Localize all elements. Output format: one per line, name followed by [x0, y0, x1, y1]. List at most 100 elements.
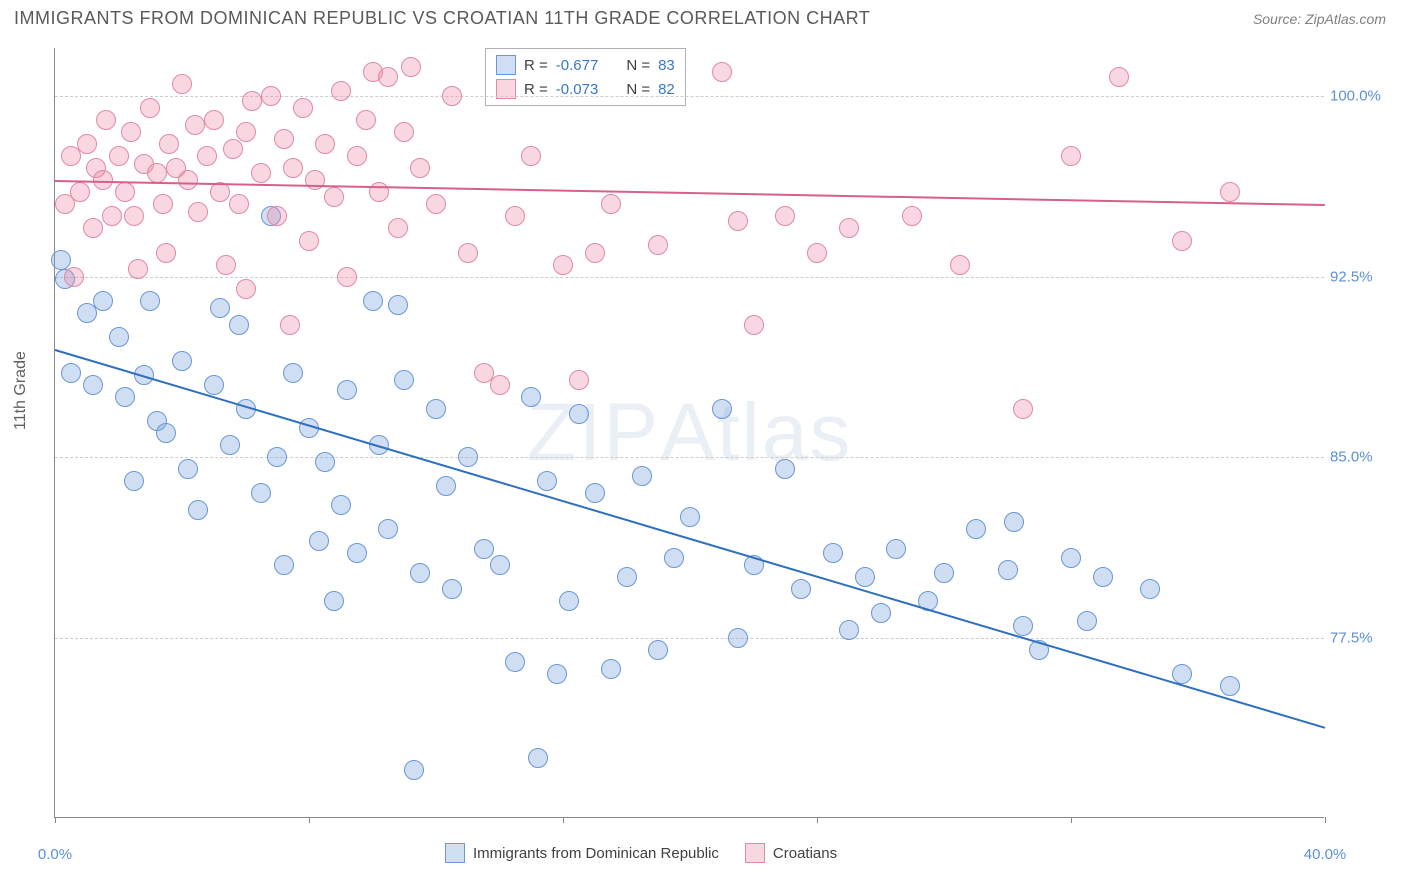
- data-point: [744, 315, 764, 335]
- data-point: [204, 110, 224, 130]
- data-point: [1140, 579, 1160, 599]
- data-point: [839, 218, 859, 238]
- data-point: [855, 567, 875, 587]
- data-point: [267, 447, 287, 467]
- data-point: [216, 255, 236, 275]
- x-tick-label: 0.0%: [38, 846, 72, 863]
- data-point: [51, 250, 71, 270]
- chart-title: IMMIGRANTS FROM DOMINICAN REPUBLIC VS CR…: [14, 8, 870, 29]
- data-point: [140, 98, 160, 118]
- data-point: [299, 231, 319, 251]
- y-axis-label: 11th Grade: [12, 351, 30, 430]
- y-tick-label: 92.5%: [1330, 268, 1400, 285]
- legend-r-value: -0.677: [556, 57, 599, 74]
- data-point: [410, 563, 430, 583]
- data-point: [229, 194, 249, 214]
- data-point: [347, 543, 367, 563]
- data-point: [305, 170, 325, 190]
- data-point: [274, 555, 294, 575]
- legend-row: R =-0.073N =82: [496, 77, 675, 101]
- data-point: [236, 122, 256, 142]
- correlation-legend: R =-0.677N =83R =-0.073N =82: [485, 48, 686, 106]
- data-point: [521, 387, 541, 407]
- data-point: [347, 146, 367, 166]
- data-point: [458, 447, 478, 467]
- data-point: [1093, 567, 1113, 587]
- legend-r-label: R =: [524, 81, 548, 98]
- data-point: [528, 748, 548, 768]
- data-point: [775, 459, 795, 479]
- data-point: [601, 659, 621, 679]
- x-tick-mark: [55, 817, 56, 823]
- data-point: [337, 380, 357, 400]
- data-point: [210, 298, 230, 318]
- data-point: [251, 163, 271, 183]
- data-point: [378, 67, 398, 87]
- data-point: [124, 471, 144, 491]
- data-point: [998, 560, 1018, 580]
- source-link[interactable]: ZipAtlas.com: [1305, 11, 1386, 27]
- data-point: [197, 146, 217, 166]
- data-point: [617, 567, 637, 587]
- data-point: [337, 267, 357, 287]
- x-tick-mark: [563, 817, 564, 823]
- legend-n-value: 82: [658, 81, 675, 98]
- data-point: [102, 206, 122, 226]
- data-point: [128, 259, 148, 279]
- data-point: [632, 466, 652, 486]
- data-point: [791, 579, 811, 599]
- legend-label: Croatians: [773, 845, 837, 862]
- data-point: [109, 327, 129, 347]
- data-point: [934, 563, 954, 583]
- data-point: [950, 255, 970, 275]
- legend-swatch: [445, 843, 465, 863]
- data-point: [172, 74, 192, 94]
- data-point: [442, 86, 462, 106]
- data-point: [220, 435, 240, 455]
- data-point: [324, 187, 344, 207]
- data-point: [490, 555, 510, 575]
- data-point: [648, 235, 668, 255]
- data-point: [283, 158, 303, 178]
- data-point: [115, 182, 135, 202]
- data-point: [356, 110, 376, 130]
- data-point: [140, 291, 160, 311]
- data-point: [274, 129, 294, 149]
- x-tick-mark: [309, 817, 310, 823]
- data-point: [1220, 676, 1240, 696]
- data-point: [1109, 67, 1129, 87]
- data-point: [159, 134, 179, 154]
- data-point: [1061, 146, 1081, 166]
- data-point: [70, 182, 90, 202]
- data-point: [153, 194, 173, 214]
- data-point: [1013, 616, 1033, 636]
- data-point: [388, 295, 408, 315]
- data-point: [363, 291, 383, 311]
- data-point: [64, 267, 84, 287]
- data-point: [966, 519, 986, 539]
- y-tick-label: 77.5%: [1330, 629, 1400, 646]
- data-point: [436, 476, 456, 496]
- data-point: [93, 291, 113, 311]
- data-point: [324, 591, 344, 611]
- x-tick-mark: [1325, 817, 1326, 823]
- data-point: [442, 579, 462, 599]
- data-point: [775, 206, 795, 226]
- data-point: [871, 603, 891, 623]
- legend-swatch: [496, 55, 516, 75]
- watermark: ZIPAtlas: [527, 386, 853, 480]
- legend-row: R =-0.677N =83: [496, 53, 675, 77]
- plot-area: ZIPAtlas R =-0.677N =83R =-0.073N =82 Im…: [54, 48, 1324, 818]
- data-point: [404, 760, 424, 780]
- data-point: [664, 548, 684, 568]
- data-point: [331, 495, 351, 515]
- x-tick-label: 40.0%: [1304, 846, 1347, 863]
- data-point: [378, 519, 398, 539]
- gridline-h: [55, 638, 1324, 639]
- data-point: [280, 315, 300, 335]
- data-point: [1004, 512, 1024, 532]
- data-point: [1172, 231, 1192, 251]
- data-point: [178, 459, 198, 479]
- data-point: [505, 206, 525, 226]
- legend-item: Croatians: [745, 843, 837, 863]
